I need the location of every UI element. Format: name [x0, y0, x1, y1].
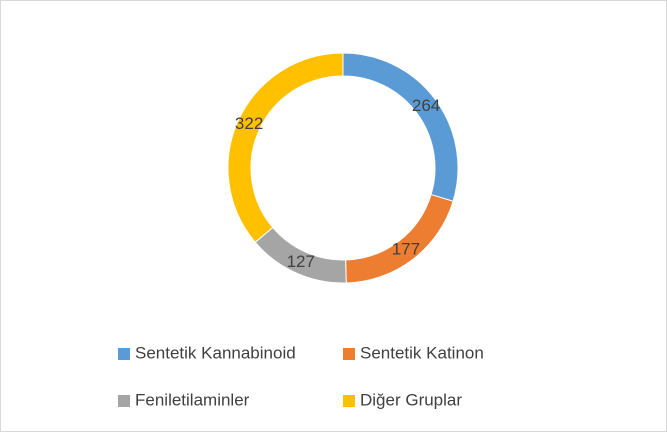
data-label: 127	[287, 252, 315, 271]
legend-label: Sentetik Kannabinoid	[135, 343, 296, 362]
legend-swatch	[343, 395, 355, 407]
legend-label: Diğer Gruplar	[360, 390, 462, 409]
data-label: 264	[412, 96, 440, 115]
donut-slice	[227, 52, 344, 244]
legend-label: Feniletilaminler	[135, 390, 250, 409]
legend-label: Sentetik Katinon	[360, 343, 484, 362]
data-label: 177	[392, 240, 420, 259]
data-label: 322	[235, 114, 263, 133]
legend-swatch	[343, 348, 355, 360]
legend-swatch	[118, 348, 130, 360]
legend-swatch	[118, 395, 130, 407]
